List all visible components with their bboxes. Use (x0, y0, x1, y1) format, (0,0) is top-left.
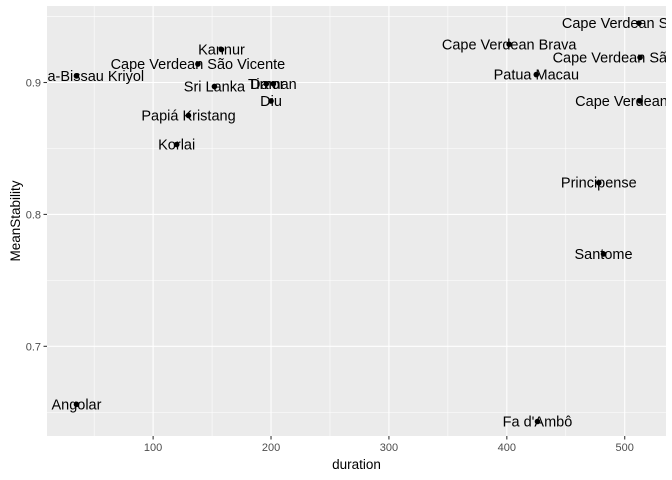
point-label: Cape Verdean Santiago (562, 16, 672, 32)
axis-ticks: 100 200 300 400 500 0.7 0.8 0.9 (26, 78, 634, 454)
point-label: Guinea-Bissau Kriyol (9, 69, 144, 85)
data-point (595, 179, 602, 186)
point-label: Timor (248, 77, 285, 93)
data-point (533, 71, 540, 78)
point-label: Angolar (51, 397, 101, 413)
point-label: Cape Verdean São Nicolau (553, 50, 672, 66)
data-point (263, 81, 270, 87)
point-label: Korlai (158, 137, 195, 153)
grid-lines (47, 6, 666, 436)
point-label: Fa d'Ambô (503, 414, 573, 430)
data-point (73, 73, 80, 79)
y-tick-label: 0.7 (26, 341, 41, 353)
data-point (637, 98, 643, 104)
data-point (637, 54, 643, 61)
data-point (73, 401, 80, 408)
x-tick-label: 200 (262, 442, 280, 454)
x-tick-label: 300 (380, 442, 398, 454)
y-tick-label: 0.8 (26, 209, 41, 221)
y-axis-title: MeanStability (8, 180, 23, 261)
point-label: Sri Lanka (184, 79, 246, 95)
data-point (195, 61, 201, 67)
point-label: Santome (574, 247, 632, 263)
point-label: Patua Macau (494, 68, 579, 84)
data-point (268, 98, 274, 104)
data-point (270, 81, 277, 87)
point-label: Kannur (198, 43, 245, 59)
point-label: Cape Verdean Fogo (575, 94, 672, 110)
y-tick-label: 0.9 (26, 78, 41, 90)
point-label: Papiá Kristang (141, 108, 235, 124)
data-point (185, 112, 192, 119)
x-tick-label: 400 (498, 442, 516, 454)
x-axis-title: duration (332, 457, 381, 472)
data-point (506, 41, 512, 48)
plot-panel (47, 6, 666, 436)
point-label: Diu (260, 94, 282, 110)
data-point (211, 83, 218, 90)
data-point (636, 20, 642, 26)
point-labels: Cape Verdean SantiagoCape Verdean BravaC… (9, 16, 672, 430)
point-label: Principense (561, 176, 637, 192)
point-label: Cape Verdean Brava (442, 37, 578, 53)
data-points (73, 20, 643, 425)
x-tick-label: 100 (144, 442, 162, 454)
data-point (173, 141, 180, 148)
data-point (600, 251, 607, 257)
data-point (218, 46, 225, 53)
data-point (534, 418, 541, 425)
point-label: Cape Verdean São Vicente (111, 57, 286, 73)
x-tick-label: 500 (616, 442, 634, 454)
point-label: Daman (250, 77, 297, 93)
